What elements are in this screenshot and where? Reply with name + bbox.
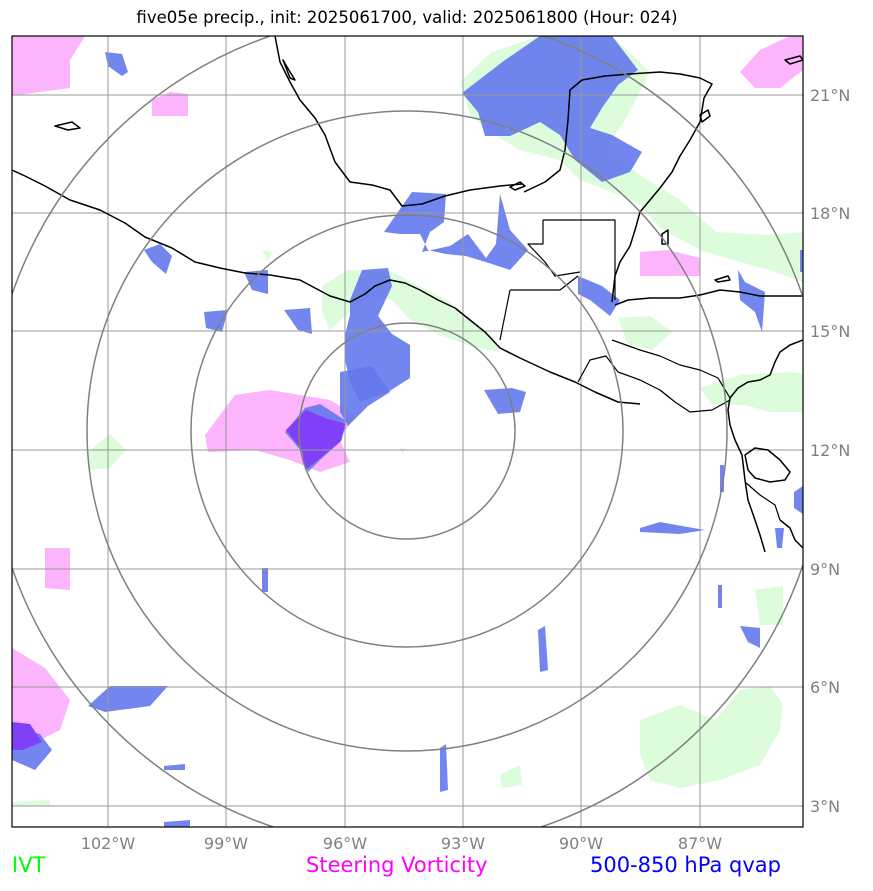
lat-label: 18°N bbox=[810, 204, 850, 223]
lon-label: 87°W bbox=[678, 834, 722, 853]
map-plot-area bbox=[12, 36, 803, 827]
lon-tick-labels: 102°W 99°W 96°W 93°W 90°W 87°W bbox=[81, 834, 722, 853]
lat-label: 6°N bbox=[810, 678, 840, 697]
lat-label: 12°N bbox=[810, 441, 850, 460]
legend-vorticity: Steering Vorticity bbox=[306, 853, 488, 877]
vorticity-layer bbox=[12, 36, 803, 748]
lat-label: 3°N bbox=[810, 797, 840, 816]
map-title: five05e precip., init: 2025061700, valid… bbox=[136, 8, 678, 27]
legend-ivt: IVT bbox=[12, 853, 46, 877]
graticule bbox=[12, 36, 803, 827]
lat-label: 9°N bbox=[810, 560, 840, 579]
lat-label: 21°N bbox=[810, 86, 850, 105]
lat-label: 15°N bbox=[810, 322, 850, 341]
lon-label: 96°W bbox=[323, 834, 367, 853]
coastlines bbox=[12, 36, 803, 553]
lon-label: 102°W bbox=[81, 834, 136, 853]
political-borders bbox=[499, 219, 781, 521]
lon-label: 90°W bbox=[559, 834, 603, 853]
legend-qvap: 500-850 hPa qvap bbox=[590, 853, 781, 877]
range-rings bbox=[12, 36, 803, 827]
overlap-layer bbox=[12, 410, 346, 750]
lat-tick-labels: 21°N 18°N 15°N 12°N 9°N 6°N 3°N bbox=[810, 86, 850, 816]
lon-label: 99°W bbox=[204, 834, 248, 853]
lon-label: 93°W bbox=[441, 834, 485, 853]
map-frame bbox=[11, 35, 804, 828]
